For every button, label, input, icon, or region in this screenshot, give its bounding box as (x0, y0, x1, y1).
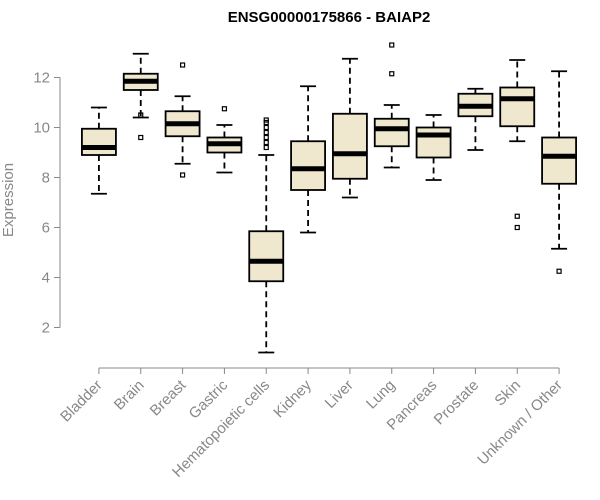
iqr-box (541, 136, 577, 185)
x-tick-label: Breast (147, 376, 190, 419)
x-tick-label: Kidney (270, 376, 315, 421)
y-tick-label: 10 (33, 120, 50, 137)
box-gastric (206, 106, 243, 174)
outlier-point (389, 42, 395, 48)
iqr-box (290, 140, 326, 191)
outlier-point (514, 224, 520, 231)
iqr-box (499, 86, 536, 128)
iqr-box (81, 127, 117, 156)
box-breast (164, 62, 201, 178)
iqr-box (415, 126, 452, 159)
x-tick-label: Prostate (431, 377, 483, 429)
outlier-point (263, 134, 269, 141)
outlier-point (389, 71, 395, 77)
y-tick-label: 8 (42, 170, 50, 187)
outlier-point (221, 106, 228, 112)
box-plot-series (81, 42, 577, 354)
x-tick-label: Lung (363, 377, 399, 413)
y-tick-label: 4 (42, 270, 50, 287)
y-tick-label: 6 (42, 220, 50, 237)
box-kidney (290, 85, 326, 234)
box-skin (499, 59, 536, 231)
outlier-point (263, 129, 269, 136)
box-prostate (457, 87, 494, 151)
box-bladder (81, 106, 117, 195)
y-axis: 2 4 6 8 10 12 (33, 70, 61, 337)
x-tick-label: Skin (491, 377, 524, 410)
box-hematopoietic-cells (248, 117, 285, 354)
outlier-point (556, 268, 562, 274)
outlier-point (263, 144, 269, 151)
x-tick-label: Bladder (57, 377, 106, 426)
outlier-point (179, 172, 186, 178)
box-unknown-other (541, 70, 577, 274)
x-tick-label: Brain (111, 377, 148, 414)
box-brain (122, 52, 159, 141)
chart-title: ENSG00000175866 - BAIAP2 (228, 9, 431, 26)
iqr-box (373, 117, 410, 148)
box-pancreas (415, 114, 452, 181)
iqr-box (248, 230, 285, 283)
x-tick-label: Liver (322, 377, 357, 412)
y-tick-label: 2 (42, 320, 50, 337)
outlier-point (263, 139, 269, 146)
outlier-point (138, 112, 144, 118)
outlier-point (138, 134, 144, 141)
outlier-point (514, 213, 520, 219)
iqr-box (332, 112, 368, 180)
y-axis-label: Expression (0, 163, 17, 237)
outlier-point (179, 62, 186, 68)
outlier-point (263, 124, 269, 131)
y-tick-label: 12 (33, 70, 50, 87)
box-lung (373, 42, 410, 169)
outlier-point (263, 119, 269, 126)
box-liver (332, 57, 368, 199)
